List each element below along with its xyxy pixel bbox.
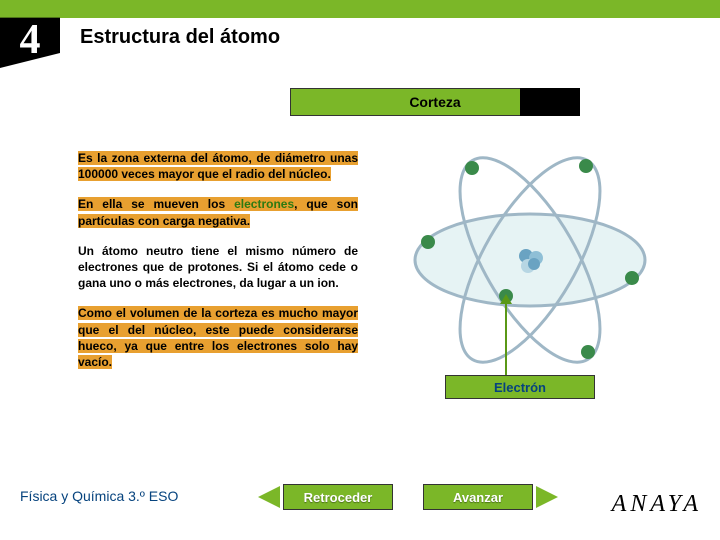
header-band	[0, 0, 720, 18]
brand-logo: ANAYA	[612, 491, 702, 518]
back-button-label: Retroceder	[304, 490, 373, 505]
forward-button[interactable]: Avanzar	[423, 484, 533, 510]
unit-number: 4	[0, 16, 60, 64]
para-2: En ella se mueven los electrones, que so…	[78, 196, 358, 228]
course-footer: Física y Química 3.º ESO	[20, 488, 178, 504]
section-tag: Corteza	[290, 88, 580, 116]
text-column: Es la zona externa del átomo, de diámetr…	[78, 150, 358, 384]
section-tag-text: Corteza	[291, 94, 579, 110]
atom-diagram	[400, 140, 660, 380]
para-4-text: Como el volumen de la corteza es mucho m…	[78, 306, 358, 369]
para-2b: electrones	[234, 197, 294, 211]
forward-button-label: Avanzar	[453, 490, 503, 505]
para-2a: En ella se mueven los	[78, 197, 234, 211]
para-1-text: Es la zona externa del átomo, de diámetr…	[78, 151, 358, 181]
electron-pointer-line	[505, 300, 507, 378]
para-3: Un átomo neutro tiene el mismo número de…	[78, 243, 358, 292]
para-1: Es la zona externa del átomo, de diámetr…	[78, 150, 358, 182]
electron-label: Electrón	[445, 375, 595, 399]
page-title: Estructura del átomo	[80, 26, 280, 49]
atom-svg	[400, 140, 660, 380]
back-button[interactable]: Retroceder	[283, 484, 393, 510]
arrow-left-icon[interactable]	[258, 486, 280, 508]
arrow-right-icon[interactable]	[536, 486, 558, 508]
brand-text: ANAYA	[612, 491, 702, 518]
para-4: Como el volumen de la corteza es mucho m…	[78, 305, 358, 370]
electron-pointer-head	[500, 294, 512, 304]
